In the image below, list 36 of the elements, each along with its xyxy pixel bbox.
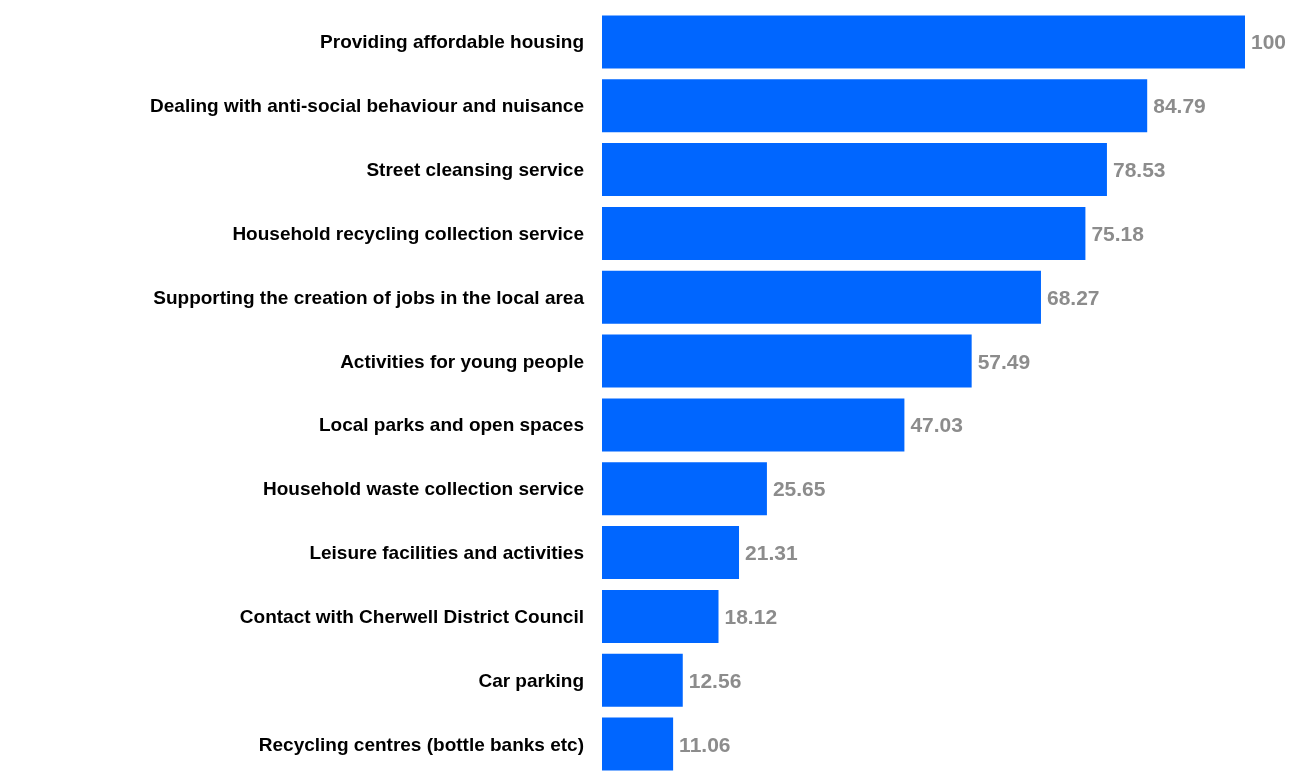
y-tick-label: Activities for young people bbox=[340, 350, 584, 372]
data-label: 68.27 bbox=[1046, 285, 1100, 309]
y-tick-label: Local parks and open spaces bbox=[318, 414, 584, 436]
y-tick-label: Household waste collection service bbox=[263, 478, 584, 500]
data-label: 11.06 bbox=[679, 732, 731, 756]
bar bbox=[602, 206, 1086, 260]
data-label: 84.79 bbox=[1153, 94, 1206, 118]
bar bbox=[602, 270, 1041, 324]
data-label: 21.31 bbox=[745, 541, 798, 565]
y-tick-label: Supporting the creation of jobs in the local area bbox=[153, 286, 585, 308]
data-label: 78.53 bbox=[1112, 158, 1166, 182]
bar bbox=[602, 15, 1245, 69]
bar bbox=[602, 334, 972, 388]
data-label: 25.65 bbox=[772, 477, 826, 501]
bar bbox=[602, 462, 767, 516]
y-tick-label: Leisure facilities and activities bbox=[309, 542, 584, 564]
y-tick-label: Household recycling collection service bbox=[232, 222, 584, 244]
y-tick-label: Dealing with anti-social behaviour and nuisance bbox=[150, 95, 584, 117]
data-label: 57.49 bbox=[977, 349, 1031, 373]
bar bbox=[602, 398, 905, 452]
bar bbox=[602, 717, 674, 771]
data-label: 47.03 bbox=[910, 413, 963, 437]
bar bbox=[602, 589, 719, 643]
y-tick-label: Street cleansing service bbox=[366, 159, 584, 181]
bar bbox=[602, 143, 1107, 197]
bar bbox=[602, 653, 683, 707]
data-label: 100 bbox=[1251, 30, 1287, 54]
data-label: 75.18 bbox=[1091, 221, 1145, 245]
y-tick-label: Providing affordable housing bbox=[320, 31, 584, 53]
y-tick-label: Recycling centres (bottle banks etc) bbox=[258, 733, 584, 755]
y-tick-label: Car parking bbox=[478, 669, 584, 691]
bar bbox=[602, 79, 1148, 133]
data-label: 18.12 bbox=[724, 604, 778, 628]
data-label: 12.56 bbox=[688, 668, 742, 692]
bar bbox=[602, 526, 740, 580]
y-tick-label: Contact with Cherwell District Council bbox=[239, 605, 584, 627]
